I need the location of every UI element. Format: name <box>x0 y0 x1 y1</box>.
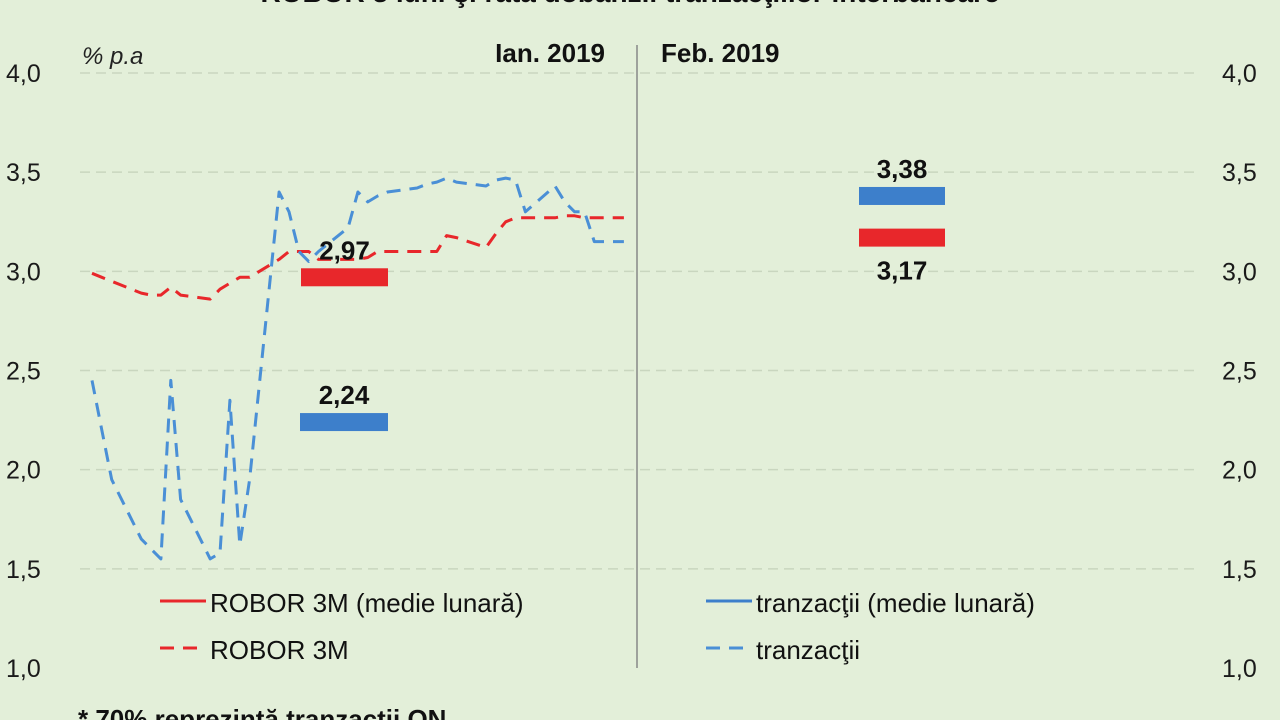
data-label: 3,17 <box>877 256 928 286</box>
y-tick-label-right: 1,5 <box>1222 556 1257 584</box>
data-label: 2,24 <box>319 380 370 410</box>
legend-label: tranzacţii (medie lunară) <box>756 588 1035 618</box>
period-label-feb: Feb. 2019 <box>661 38 780 68</box>
data-label: 2,97 <box>319 235 370 265</box>
y-axis-right: 1,0 1,5 2,0 2,5 3,0 3,5 4,0 <box>1222 60 1257 683</box>
y-tick-label-right: 3,0 <box>1222 258 1257 286</box>
legend-label: tranzacţii <box>756 635 860 665</box>
y-tick-label-left: 3,5 <box>6 159 41 187</box>
y-tick-label-left: 2,0 <box>6 457 41 485</box>
y-tick-label-right: 2,5 <box>1222 358 1257 386</box>
footnote: * 70% reprezintă tranzacţii ON <box>78 704 446 720</box>
legend-entry: ROBOR 3M <box>160 635 349 665</box>
y-tick-label-right: 1,0 <box>1222 655 1257 683</box>
series-line-tranzactii <box>90 176 624 561</box>
y-tick-label-left: 2,5 <box>6 358 41 386</box>
y-tick-label-right: 2,0 <box>1222 457 1257 485</box>
legend-entry: ROBOR 3M (medie lunară) <box>160 588 524 618</box>
y-tick-label-right: 3,5 <box>1222 159 1257 187</box>
grid <box>80 72 1195 570</box>
y-tick-label-left: 1,5 <box>6 556 41 584</box>
legend-entry: tranzacţii <box>706 635 860 665</box>
y-tick-label-left: 4,0 <box>6 60 41 88</box>
y-tick-label-left: 3,0 <box>6 258 41 286</box>
y-axis-label: % p.a <box>82 43 143 70</box>
legend-label: ROBOR 3M (medie lunară) <box>210 588 524 618</box>
series-line-robor-3m <box>91 214 624 301</box>
y-axis-left: 1,0 1,5 2,0 2,5 3,0 3,5 4,0 <box>6 60 41 683</box>
legend-label: ROBOR 3M <box>210 635 349 665</box>
period-label-jan: Ian. 2019 <box>495 38 605 68</box>
legend: ROBOR 3M (medie lunară) tranzacţii (medie… <box>160 588 1035 665</box>
monthly-average-bar <box>859 186 945 205</box>
chart-title: ROBOR 3 luni şi rata dobânzii tranzacţii… <box>260 0 999 8</box>
legend-entry: tranzacţii (medie lunară) <box>706 588 1035 618</box>
monthly-average-bar <box>859 228 945 247</box>
monthly-averages: 2,97 2,24 3,17 3,38 <box>300 154 945 432</box>
monthly-average-bar <box>300 413 388 432</box>
series-lines <box>90 176 624 561</box>
y-tick-label-right: 4,0 <box>1222 60 1257 88</box>
data-label: 3,38 <box>877 154 928 184</box>
monthly-average-bar <box>301 268 388 287</box>
y-tick-label-left: 1,0 <box>6 655 41 683</box>
